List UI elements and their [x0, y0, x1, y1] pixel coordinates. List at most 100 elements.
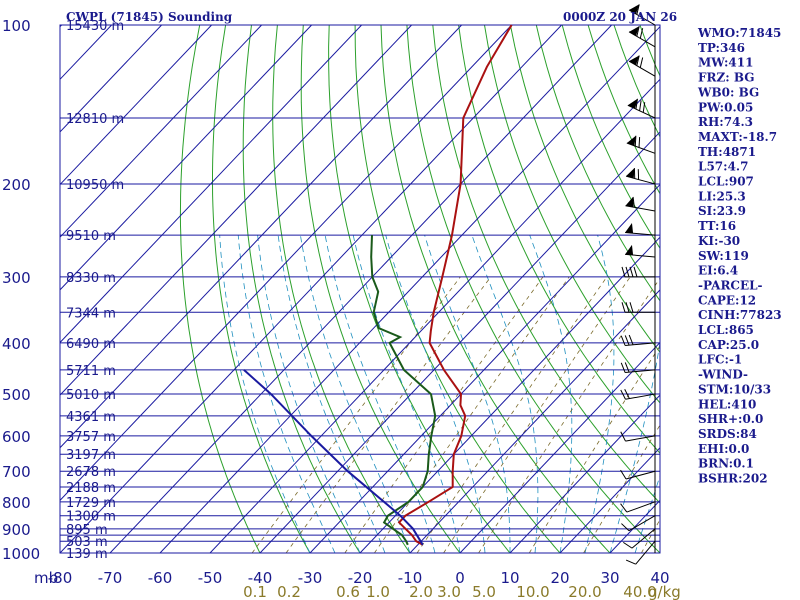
isotherm — [459, 341, 660, 553]
moist-adiabat — [584, 234, 615, 553]
index-row: L57:4.7 — [698, 160, 748, 174]
wind-barb — [625, 196, 656, 212]
moist-adiabat — [634, 474, 660, 553]
isotherm — [409, 289, 660, 553]
index-row: RH:74.3 — [698, 115, 753, 129]
mixing-ratio-line — [478, 277, 660, 553]
index-row: BSHR:202 — [698, 472, 768, 486]
grid-lines — [60, 25, 660, 553]
barb-flag — [639, 28, 644, 39]
moist-adiabat — [609, 339, 660, 553]
pressure-tick-label: 500 — [2, 386, 31, 404]
index-row: CINH:77823 — [698, 308, 782, 322]
pressure-tick-label: 400 — [2, 335, 31, 353]
valid-time: 0000Z 20 JAN 26 — [563, 10, 677, 24]
height-label: 139 m — [66, 547, 108, 562]
isotherm — [60, 25, 312, 291]
barb-flag — [620, 335, 626, 346]
index-row: BRN:0.1 — [698, 457, 754, 471]
barb-shaft — [628, 60, 656, 77]
wind-barb — [628, 26, 656, 48]
barb-flag — [620, 389, 626, 400]
barb-flag — [629, 266, 634, 278]
mixing-ratio-line — [374, 276, 570, 553]
index-row: HEL:410 — [698, 397, 756, 411]
index-row: LCL:907 — [698, 175, 754, 189]
barb-shaft — [625, 435, 656, 442]
barb-pennant — [626, 135, 636, 146]
isotherm — [60, 25, 562, 553]
temperature-tick-label: -50 — [198, 569, 223, 587]
wind-barb — [623, 528, 656, 549]
barb-flag — [625, 266, 630, 278]
barb-flag — [633, 266, 638, 278]
temperature-tick-label: -10 — [398, 569, 423, 587]
barb-flag — [620, 362, 626, 373]
wind-barb — [628, 55, 656, 77]
index-row: SW:119 — [698, 249, 749, 263]
index-row: EHI:0.0 — [698, 442, 749, 456]
index-row: TH:4871 — [698, 145, 756, 159]
pressure-unit-label: mb — [34, 569, 58, 587]
temperature-tick-label: -40 — [248, 569, 273, 587]
pressure-tick-label: 800 — [2, 494, 31, 512]
barb-shaft — [635, 540, 656, 565]
index-row: SHR+:0.0 — [698, 412, 763, 426]
sounding-profiles — [243, 24, 513, 546]
mixing-ratio-label: 0.1 — [243, 583, 267, 600]
temperature-tick-label: 30 — [600, 569, 619, 587]
moist-adiabat — [324, 235, 436, 553]
temperature-tick-label: 20 — [550, 569, 569, 587]
index-row: WB0: BG — [697, 85, 759, 99]
barb-flag — [625, 302, 630, 313]
barb-shaft — [625, 253, 656, 258]
height-label: 1300 m — [66, 510, 116, 525]
dry-adiabat — [406, 25, 660, 553]
index-row: LCL:865 — [698, 323, 754, 337]
isotherm — [60, 25, 462, 449]
wind-barb — [625, 244, 656, 258]
temperature-tick-label: 40 — [650, 569, 669, 587]
moist-adiabat — [219, 235, 311, 553]
wind-barb — [625, 223, 656, 236]
index-row: STM:10/33 — [698, 382, 771, 396]
isotherm — [209, 78, 660, 553]
wind-barb — [625, 168, 656, 185]
temperature-tick-label: -80 — [48, 569, 73, 587]
barb-flag — [624, 362, 630, 373]
barb-shaft — [628, 31, 656, 48]
temperature-tick-label: -60 — [148, 569, 173, 587]
mixing-ratio-line — [443, 276, 631, 553]
barb-pennant — [626, 168, 635, 179]
barb-pennant — [625, 244, 634, 256]
isotherm — [309, 183, 660, 553]
isotherm — [509, 394, 660, 553]
mixing-ratio-label: 10.0 — [516, 583, 549, 600]
index-row: SRDS:84 — [698, 427, 757, 441]
isotherm — [60, 25, 262, 238]
barb-flag — [628, 334, 634, 345]
height-label: 4361 m — [66, 410, 116, 425]
wind-barb — [621, 302, 655, 313]
barb-flag — [620, 431, 626, 442]
barb-flag — [623, 541, 633, 549]
index-row: TP:346 — [698, 41, 745, 55]
moist-adiabat — [424, 234, 511, 553]
barb-flag — [642, 102, 646, 113]
index-row: MAXT:-18.7 — [698, 130, 777, 144]
pressure-tick-label: 1000 — [2, 545, 40, 563]
isotherm — [159, 25, 660, 553]
isotherm — [60, 25, 162, 133]
height-label: 2678 m — [66, 465, 116, 480]
height-label: 15430 m — [66, 19, 124, 34]
height-label: 7344 m — [66, 306, 116, 321]
barb-flag — [625, 559, 636, 565]
barb-flag — [621, 523, 630, 532]
barb-flag — [636, 55, 640, 66]
plot-frame — [59, 24, 661, 554]
barb-flag — [620, 469, 627, 480]
mixing-ratio-label: 1.0 — [366, 583, 390, 600]
isotherm — [60, 25, 512, 502]
